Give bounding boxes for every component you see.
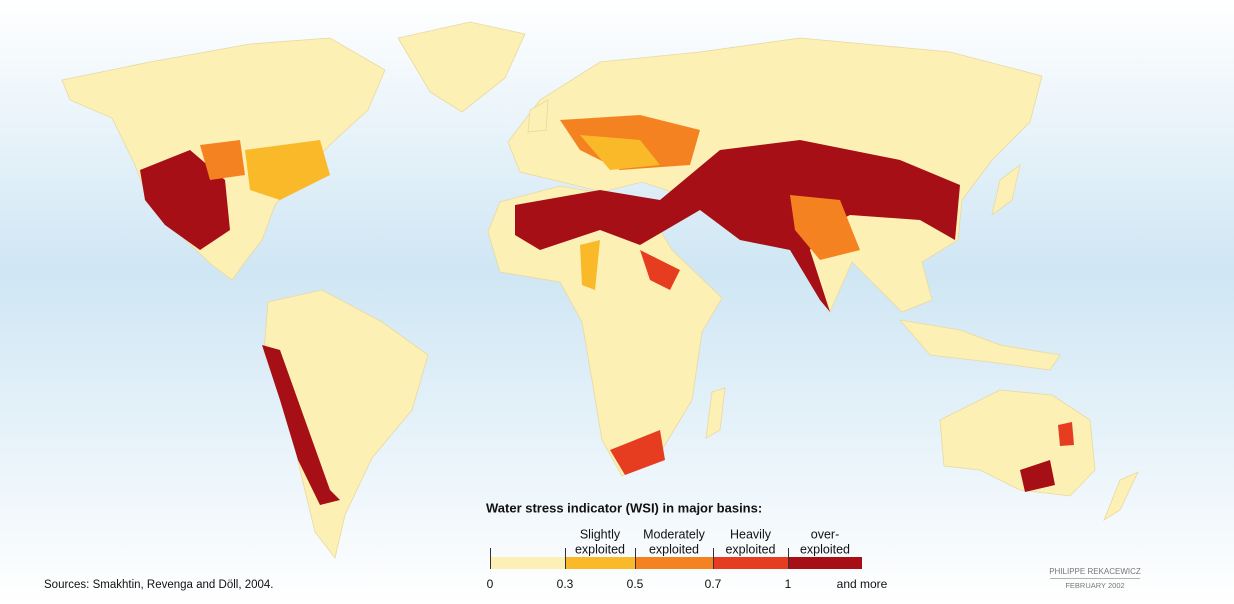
class-label: exploited (725, 542, 775, 556)
stress-area (245, 140, 330, 200)
class-label: exploited (649, 542, 699, 556)
stress-area (580, 135, 660, 170)
legend-swatch (713, 557, 788, 569)
stress-area (200, 140, 245, 180)
source-note: Sources: Smakhtin, Revenga and Döll, 200… (44, 579, 274, 591)
legend: Water stress indicator (WSI) in major ba… (486, 500, 888, 591)
stress-area (1020, 460, 1055, 492)
stress-area (515, 140, 960, 312)
madagascar (705, 387, 726, 439)
class-label: over- (811, 527, 839, 541)
class-label: exploited (800, 542, 850, 556)
british-isles (527, 99, 549, 133)
stress-area (140, 150, 230, 250)
class-label: Slightly (580, 527, 621, 541)
stress-area (640, 250, 680, 290)
class-label: Moderately (643, 527, 706, 541)
stress-areas (140, 115, 1074, 505)
stress-area (610, 430, 665, 475)
legend-swatch (565, 557, 635, 569)
legend-title: Water stress indicator (WSI) in major ba… (486, 500, 762, 515)
tick-tail-label: and more (837, 577, 888, 591)
australia (939, 389, 1096, 497)
legend-swatch (490, 557, 565, 569)
indonesia (898, 319, 1061, 371)
legend-swatch (788, 557, 862, 569)
greenland (397, 21, 526, 113)
new-zealand (1103, 471, 1139, 521)
class-label: exploited (575, 542, 625, 556)
credit-date: FEBRUARY 2002 (1065, 581, 1124, 590)
class-label: Heavily (730, 527, 772, 541)
credit-author: PHILIPPE REKACEWICZ (1049, 567, 1141, 576)
tick-label: 0.7 (705, 577, 722, 591)
stress-area (580, 240, 600, 290)
tick-label: 0.5 (627, 577, 644, 591)
japan (991, 164, 1021, 216)
tick-label: 1 (785, 577, 792, 591)
stress-area (262, 345, 340, 505)
tick-label: 0 (487, 577, 494, 591)
legend-swatch (635, 557, 713, 569)
tick-label: 0.3 (557, 577, 574, 591)
stress-area (790, 195, 860, 260)
stress-area (1058, 422, 1074, 446)
